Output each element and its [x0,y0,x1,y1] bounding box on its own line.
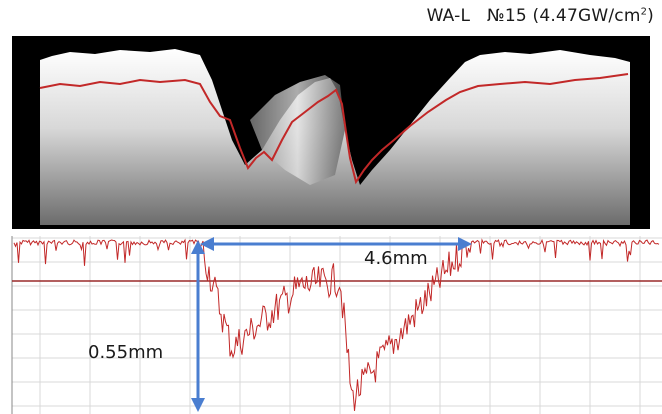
width-label: 4.6mm [364,248,428,269]
fluence: (4.47GW/cm [532,6,641,26]
fluence-close: ) [647,6,654,26]
depth-label: 0.55mm [88,342,164,363]
sample-title: WA-L №15 (4.47GW/cm2) [427,6,654,26]
sample-name: WA-L [426,6,471,26]
cross-section-trace [39,73,629,185]
fluence-exponent: 2 [640,6,648,18]
width-arrow [200,237,472,251]
profile-trace [13,238,660,411]
depth-arrow [191,240,205,412]
sample-number: №15 [486,6,527,26]
plot-grid [12,236,662,414]
